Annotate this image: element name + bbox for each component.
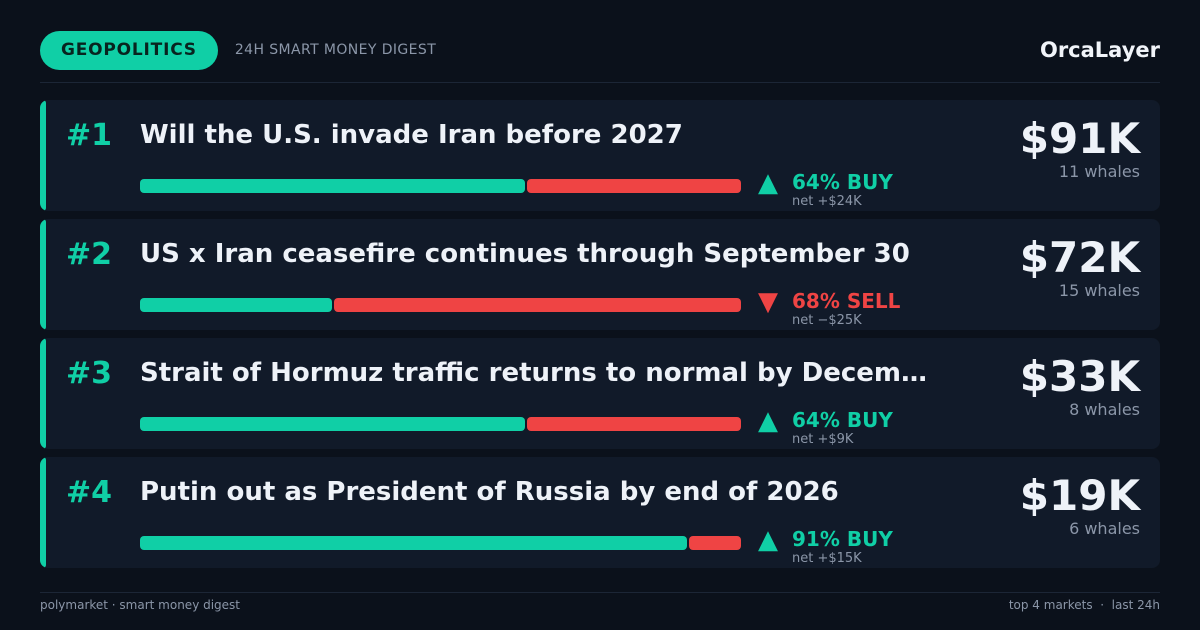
whale-count: 11 whales: [1058, 162, 1140, 181]
volume-value: $33K: [1019, 352, 1140, 401]
market-card[interactable]: #3 Strait of Hormuz traffic returns to n…: [40, 338, 1160, 449]
category-badge: GEOPOLITICS: [40, 30, 218, 70]
buy-segment: [140, 179, 525, 193]
brand-logo: OrcaLayer: [1039, 38, 1160, 62]
market-title[interactable]: Strait of Hormuz traffic returns to norm…: [140, 358, 927, 388]
market-rank: #3: [66, 356, 113, 391]
market-card[interactable]: #2 US x Iran ceasefire continues through…: [40, 219, 1160, 330]
buy-segment: [140, 536, 687, 550]
trend-arrow-icon: ▼: [758, 287, 778, 317]
sell-segment: [527, 417, 741, 431]
trend-arrow-icon: ▲: [758, 525, 778, 555]
buy-segment: [140, 298, 332, 312]
header: GEOPOLITICS 24H SMART MONEY DIGEST OrcaL…: [40, 30, 1160, 70]
digest-subtitle: 24H SMART MONEY DIGEST: [234, 42, 437, 58]
buy-sell-bar: [140, 417, 741, 431]
card-accent-stripe: [40, 219, 46, 330]
card-accent-stripe: [40, 338, 46, 449]
market-card[interactable]: #1 Will the U.S. invade Iran before 2027…: [40, 100, 1160, 211]
market-title[interactable]: Will the U.S. invade Iran before 2027: [140, 120, 683, 150]
card-accent-stripe: [40, 457, 46, 568]
net-flow: net +$15K: [792, 551, 862, 566]
buy-segment: [140, 417, 525, 431]
trend-arrow-icon: ▲: [758, 168, 778, 198]
net-flow: net +$9K: [792, 432, 854, 447]
market-rank: #4: [66, 475, 113, 510]
sell-segment: [334, 298, 741, 312]
signal-label: 64% BUY: [792, 170, 893, 194]
whale-count: 6 whales: [1069, 519, 1140, 538]
buy-sell-bar: [140, 179, 741, 193]
trend-arrow-icon: ▲: [758, 406, 778, 436]
market-rank: #1: [66, 118, 113, 153]
header-divider: [40, 82, 1160, 83]
market-card[interactable]: #4 Putin out as President of Russia by e…: [40, 457, 1160, 568]
footer-scope: top 4 markets · last 24h: [1008, 598, 1160, 612]
market-rank: #2: [66, 237, 113, 272]
sell-segment: [527, 179, 741, 193]
volume-value: $91K: [1019, 114, 1140, 163]
signal-label: 91% BUY: [792, 527, 893, 551]
signal-label: 68% SELL: [792, 289, 901, 313]
whale-count: 8 whales: [1069, 400, 1140, 419]
volume-value: $72K: [1019, 233, 1140, 282]
market-title[interactable]: US x Iran ceasefire continues through Se…: [140, 239, 910, 269]
whale-count: 15 whales: [1058, 281, 1140, 300]
footer-divider: [40, 592, 1160, 593]
net-flow: net −$25K: [792, 313, 862, 328]
footer: polymarket · smart money digest top 4 ma…: [40, 598, 1160, 612]
sell-segment: [689, 536, 741, 550]
card-accent-stripe: [40, 100, 46, 211]
footer-source: polymarket · smart money digest: [40, 598, 241, 612]
buy-sell-bar: [140, 536, 741, 550]
market-title[interactable]: Putin out as President of Russia by end …: [140, 477, 839, 507]
volume-value: $19K: [1019, 471, 1140, 520]
market-list: #1 Will the U.S. invade Iran before 2027…: [40, 100, 1160, 576]
net-flow: net +$24K: [792, 194, 862, 209]
signal-label: 64% BUY: [792, 408, 893, 432]
buy-sell-bar: [140, 298, 741, 312]
